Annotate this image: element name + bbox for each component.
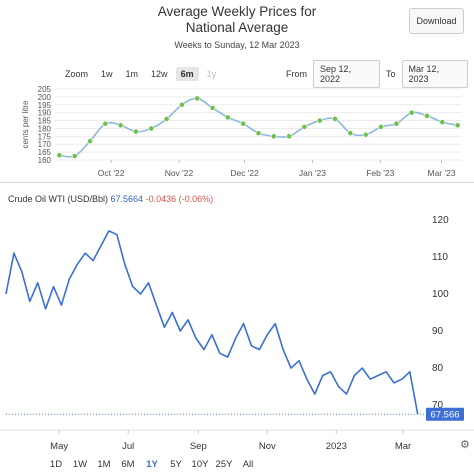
wti-y-tick-label: 90 — [432, 326, 444, 337]
gas-price-point — [102, 120, 109, 127]
gas-y-tick-label: 165 — [38, 148, 52, 157]
gas-price-point — [347, 130, 354, 137]
gas-price-point — [224, 114, 231, 121]
to-label: To — [386, 69, 396, 79]
gas-x-tick-label: Jan '23 — [299, 168, 326, 178]
timeframe-1d[interactable]: 1D — [49, 459, 63, 470]
gas-y-tick-label: 200 — [38, 93, 52, 102]
timeframe-25y[interactable]: 25Y — [215, 459, 233, 470]
gas-y-tick-label: 205 — [38, 85, 52, 94]
wti-y-tick-label: 80 — [432, 363, 444, 374]
wti-x-tick-label: 2023 — [326, 441, 347, 452]
gas-price-point — [179, 101, 185, 108]
wti-value: 67.5664 — [110, 194, 144, 204]
gas-price-point — [133, 128, 139, 135]
gas-price-point — [362, 131, 369, 138]
timeframe-selector: 1D 1W 1M 6M 1Y 5Y 10Y 25Y All — [44, 459, 260, 470]
wti-price-tag-label: 67.566 — [430, 410, 459, 421]
gas-price-point — [439, 119, 446, 126]
timeframe-1m[interactable]: 1M — [97, 459, 111, 470]
to-date-input[interactable]: Mar 12, 2023 — [401, 60, 468, 88]
gas-y-tick-label: 160 — [38, 156, 52, 165]
timeframe-6m[interactable]: 6M — [121, 459, 135, 470]
gas-price-point — [393, 120, 400, 127]
chart-title-line1: Average Weekly Prices for — [157, 4, 317, 19]
gas-price-point — [332, 116, 338, 122]
gas-y-tick-label: 185 — [38, 117, 52, 126]
gas-price-point — [194, 95, 201, 102]
gas-price-point — [117, 122, 124, 129]
gas-y-axis-label: cents per litre — [21, 100, 30, 149]
gas-x-tick-label: Mar '23 — [428, 168, 456, 178]
timeframe-all[interactable]: All — [242, 459, 254, 470]
download-button[interactable]: Download — [409, 8, 464, 34]
wti-x-tick-label: Nov — [259, 441, 276, 452]
wti-x-tick-label: Jul — [122, 441, 134, 452]
gas-y-tick-label: 170 — [38, 140, 52, 149]
gas-price-point — [316, 117, 323, 124]
gas-price-point — [255, 130, 262, 137]
gas-price-point — [148, 125, 155, 132]
wti-y-tick-label: 110 — [432, 252, 448, 263]
gas-price-point — [286, 133, 293, 140]
wti-y-tick-label: 100 — [432, 289, 449, 300]
gas-y-tick-label: 180 — [38, 124, 52, 133]
chart-title-line2: National Average — [185, 20, 289, 35]
gas-price-point — [56, 152, 63, 159]
wti-y-tick-label: 120 — [432, 215, 449, 226]
chart-title-block: Average Weekly Prices for National Avera… — [0, 4, 474, 50]
date-range-controls: From Sep 12, 2022 To Mar 12, 2023 — [286, 60, 474, 88]
gas-price-point — [408, 109, 415, 116]
gas-y-tick-label: 175 — [38, 132, 52, 141]
timeframe-1w[interactable]: 1W — [72, 459, 88, 470]
zoom-label: Zoom — [65, 69, 89, 79]
wti-x-tick-label: Mar — [395, 441, 411, 452]
from-label: From — [286, 69, 307, 79]
gas-price-point — [454, 122, 461, 129]
gas-price-point — [71, 153, 78, 159]
gear-icon[interactable]: ⚙ — [460, 439, 470, 451]
gas-y-tick-label: 195 — [38, 101, 52, 110]
zoom-12w-button[interactable]: 12w — [151, 69, 168, 79]
gas-x-tick-label: Nov '22 — [165, 168, 194, 178]
gas-price-panel: Average Weekly Prices for National Avera… — [0, 0, 474, 183]
gas-price-point — [301, 123, 308, 130]
wti-name: Crude Oil WTI (USD/Bbl) — [8, 194, 109, 204]
timeframe-5y[interactable]: 5Y — [170, 459, 182, 470]
gas-x-tick-label: Dec '22 — [230, 168, 259, 178]
gas-price-point — [270, 133, 277, 140]
wti-x-tick-label: Sep — [190, 441, 207, 452]
gas-x-tick-label: Feb '23 — [366, 168, 394, 178]
wti-change: -0.0436 (-0.06%) — [145, 194, 214, 204]
zoom-6m-button[interactable]: 6m — [175, 67, 199, 81]
wti-y-tick-label: 70 — [432, 400, 444, 411]
zoom-1m-button[interactable]: 1m — [125, 69, 139, 79]
wti-header: Crude Oil WTI (USD/Bbl) 67.5664 -0.0436 … — [8, 194, 213, 204]
zoom-1w-button[interactable]: 1w — [101, 69, 113, 79]
gas-price-point — [378, 123, 384, 130]
gas-price-point — [163, 116, 170, 122]
timeframe-10y[interactable]: 10Y — [191, 459, 209, 470]
gas-price-point — [209, 105, 216, 111]
zoom-controls: Zoom 1w 1m 12w 6m 1y — [60, 66, 224, 82]
wti-x-tick-label: May — [50, 441, 68, 452]
wti-price-tag — [426, 407, 464, 421]
gas-x-tick-label: Oct '22 — [98, 168, 125, 178]
gas-price-point — [424, 112, 430, 119]
chart-subtitle: Weeks to Sunday, 12 Mar 2023 — [174, 40, 300, 50]
gas-y-tick-label: 190 — [38, 109, 52, 118]
zoom-1y-button: 1y — [206, 69, 217, 79]
wti-price-line — [5, 230, 419, 415]
timeframe-1y[interactable]: 1Y — [146, 459, 158, 470]
gas-price-point — [87, 138, 93, 144]
from-date-input[interactable]: Sep 12, 2022 — [313, 60, 380, 88]
gas-price-point — [240, 120, 247, 127]
